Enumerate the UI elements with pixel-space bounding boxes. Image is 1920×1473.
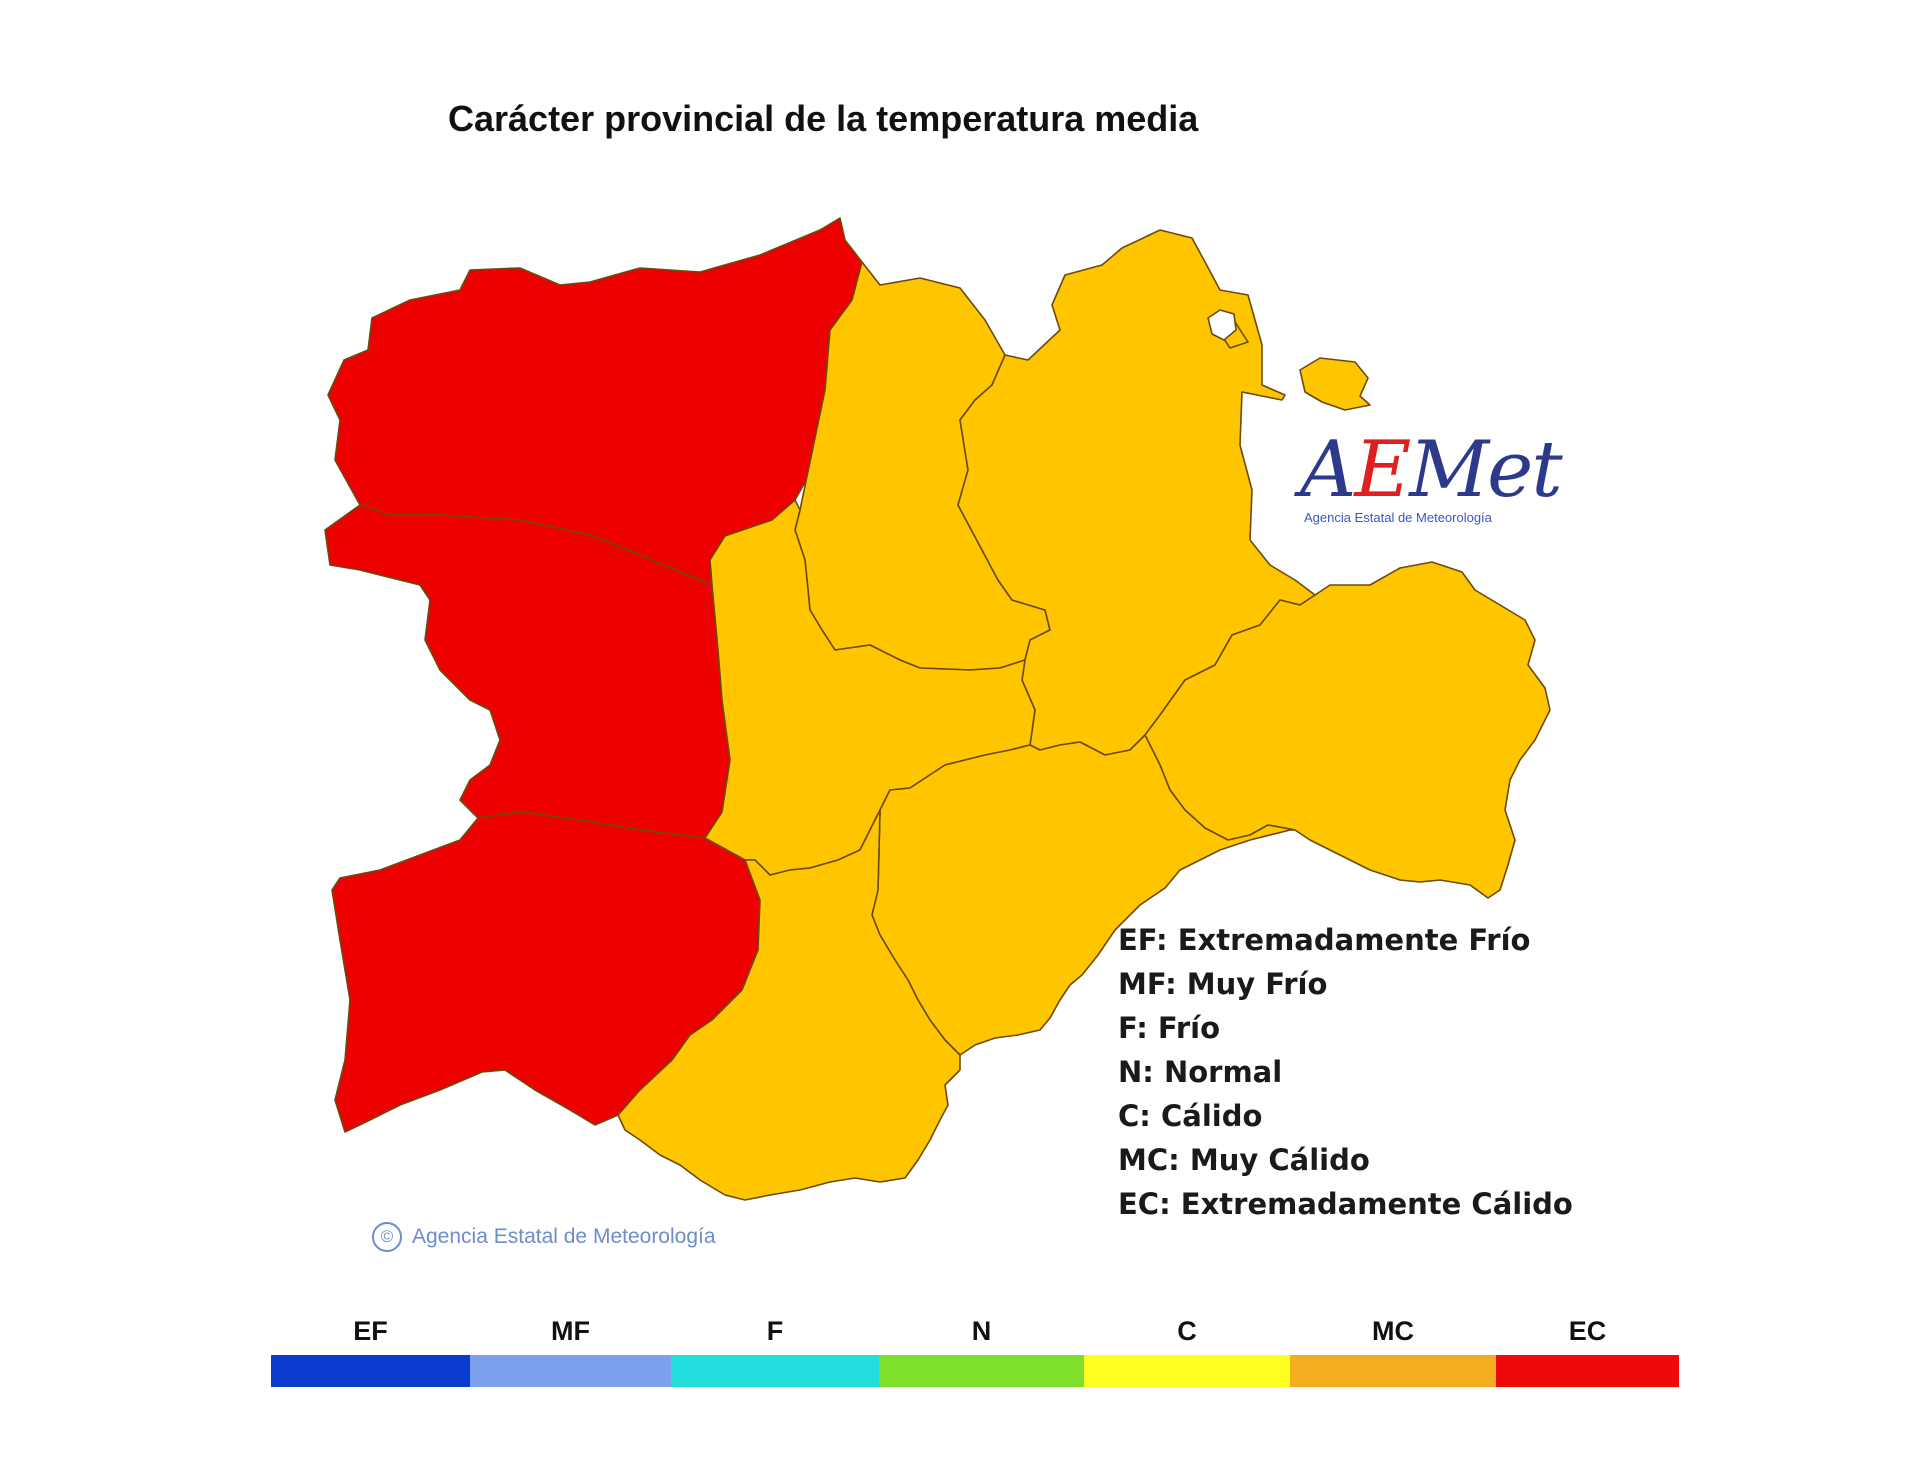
scale-label: N (879, 1316, 1084, 1347)
scale-segment-ec: EC (1496, 1316, 1679, 1388)
scale-segment-ef: EF (271, 1316, 470, 1388)
scale-label: EC (1496, 1316, 1679, 1347)
aemet-logo: AEMet Agencia Estatal de Meteorología (1300, 430, 1560, 540)
scale-segment-c: C (1084, 1316, 1290, 1388)
scale-label: C (1084, 1316, 1290, 1347)
scale-segment-mc: MC (1290, 1316, 1496, 1388)
scale-color-swatch (879, 1355, 1084, 1387)
scale-color-swatch (1084, 1355, 1290, 1387)
scale-segment-f: F (671, 1316, 879, 1388)
legend-item-ef: EF: Extremadamente Frío (1118, 918, 1573, 962)
scale-label: MC (1290, 1316, 1496, 1347)
color-scale: EF MF F N C MC EC (271, 1316, 1679, 1388)
scale-color-swatch (470, 1355, 671, 1387)
legend-item-f: F: Frío (1118, 1006, 1573, 1050)
scale-segment-mf: MF (470, 1316, 671, 1388)
scale-color-swatch (1496, 1355, 1679, 1387)
scale-label: F (671, 1316, 879, 1347)
scale-segment-n: N (879, 1316, 1084, 1388)
logo-letter-a: A (1300, 425, 1354, 515)
scale-color-swatch (1290, 1355, 1496, 1387)
logo-letter-e: E (1354, 425, 1409, 515)
legend-item-mf: MF: Muy Frío (1118, 962, 1573, 1006)
legend-item-ec: EC: Extremadamente Cálido (1118, 1182, 1573, 1226)
legend-item-mc: MC: Muy Cálido (1118, 1138, 1573, 1182)
logo-letters-met: Met (1409, 425, 1560, 515)
scale-label: EF (271, 1316, 470, 1347)
copyright-notice: © Agencia Estatal de Meteorología (372, 1222, 716, 1252)
legend-item-c: C: Cálido (1118, 1094, 1573, 1138)
category-legend: EF: Extremadamente Frío MF: Muy Frío F: … (1118, 918, 1573, 1226)
copyright-text: Agencia Estatal de Meteorología (412, 1225, 716, 1249)
legend-item-n: N: Normal (1118, 1050, 1573, 1094)
copyright-icon: © (372, 1222, 402, 1252)
enclave-trevino[interactable] (1300, 358, 1370, 410)
scale-label: MF (470, 1316, 671, 1347)
scale-color-swatch (271, 1355, 470, 1387)
scale-color-swatch (671, 1355, 879, 1387)
aemet-logo-mark: AEMet (1300, 430, 1560, 510)
